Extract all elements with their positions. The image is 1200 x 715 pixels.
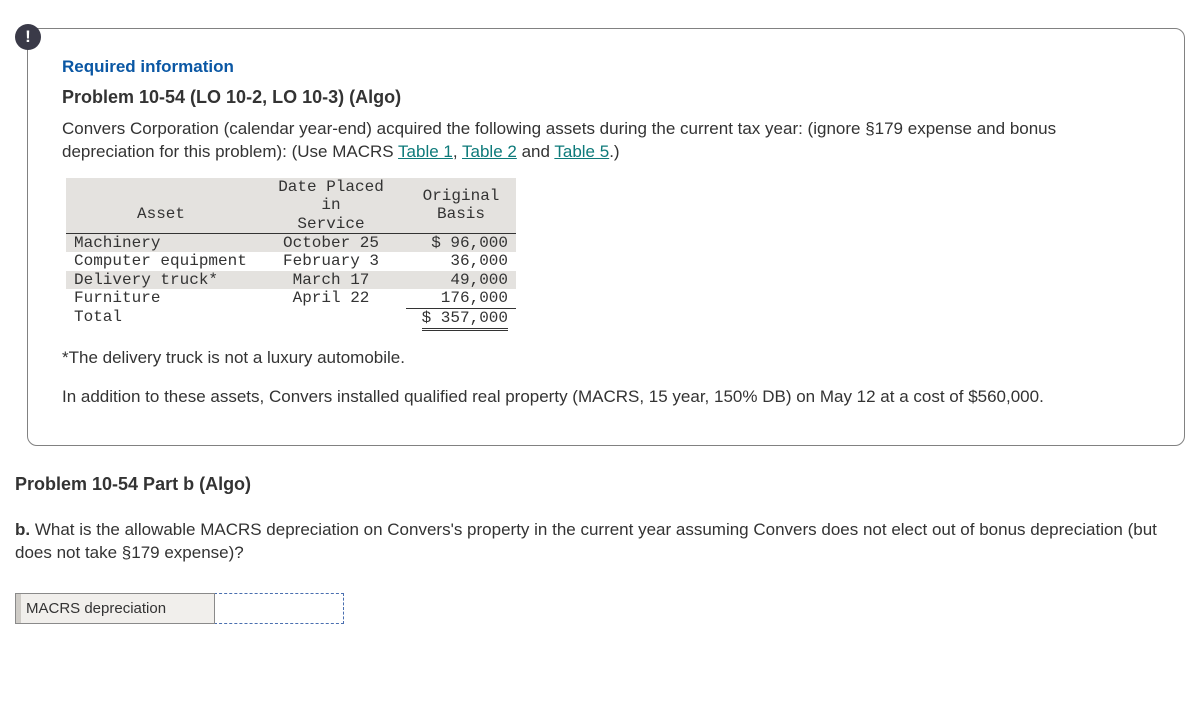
table-total-row: Total $ 357,000 bbox=[66, 308, 516, 327]
required-info-heading: Required information bbox=[62, 57, 1150, 77]
footnote: *The delivery truck is not a luxury auto… bbox=[62, 347, 1150, 370]
date-cell: April 22 bbox=[256, 289, 406, 308]
basis-cell: $ 96,000 bbox=[406, 234, 516, 253]
table5-link[interactable]: Table 5 bbox=[554, 142, 609, 161]
table-row: Computer equipment February 3 36,000 bbox=[66, 252, 516, 270]
answer-row: MACRS depreciation bbox=[15, 593, 1185, 624]
alert-icon: ! bbox=[15, 24, 41, 50]
col-header-asset: Asset bbox=[66, 178, 256, 234]
question-body: What is the allowable MACRS depreciation… bbox=[15, 520, 1157, 562]
basis-cell: 176,000 bbox=[406, 289, 516, 308]
asset-cell: Delivery truck* bbox=[66, 271, 256, 289]
problem-intro: Convers Corporation (calendar year-end) … bbox=[62, 118, 1150, 164]
macrs-depreciation-input[interactable] bbox=[214, 593, 344, 624]
col-header-basis: OriginalBasis bbox=[406, 178, 516, 234]
asset-cell: Machinery bbox=[66, 234, 256, 253]
part-b-title: Problem 10-54 Part b (Algo) bbox=[15, 474, 1185, 495]
asset-table: Asset Date Placed inService OriginalBasi… bbox=[66, 178, 516, 327]
date-cell: October 25 bbox=[256, 234, 406, 253]
basis-cell: 49,000 bbox=[406, 271, 516, 289]
table-row: Machinery October 25 $ 96,000 bbox=[66, 234, 516, 253]
question-text: b. What is the allowable MACRS depreciat… bbox=[15, 519, 1185, 565]
total-label: Total bbox=[66, 308, 256, 327]
asset-cell: Furniture bbox=[66, 289, 256, 308]
required-info-panel: Required information Problem 10-54 (LO 1… bbox=[27, 28, 1185, 446]
intro-text-suffix: .) bbox=[609, 142, 619, 161]
intro-sep2: and bbox=[517, 142, 555, 161]
date-cell: March 17 bbox=[256, 271, 406, 289]
additional-text: In addition to these assets, Convers ins… bbox=[62, 386, 1150, 409]
table-row: Delivery truck* March 17 49,000 bbox=[66, 271, 516, 289]
total-value: $ 357,000 bbox=[406, 308, 516, 327]
table1-link[interactable]: Table 1 bbox=[398, 142, 453, 161]
table-row: Furniture April 22 176,000 bbox=[66, 289, 516, 308]
answer-label: MACRS depreciation bbox=[15, 593, 215, 624]
basis-cell: 36,000 bbox=[406, 252, 516, 270]
col-header-date: Date Placed inService bbox=[256, 178, 406, 234]
question-prefix: b. bbox=[15, 520, 30, 539]
date-cell: February 3 bbox=[256, 252, 406, 270]
asset-cell: Computer equipment bbox=[66, 252, 256, 270]
intro-sep1: , bbox=[453, 142, 462, 161]
problem-title: Problem 10-54 (LO 10-2, LO 10-3) (Algo) bbox=[62, 87, 1150, 108]
table2-link[interactable]: Table 2 bbox=[462, 142, 517, 161]
